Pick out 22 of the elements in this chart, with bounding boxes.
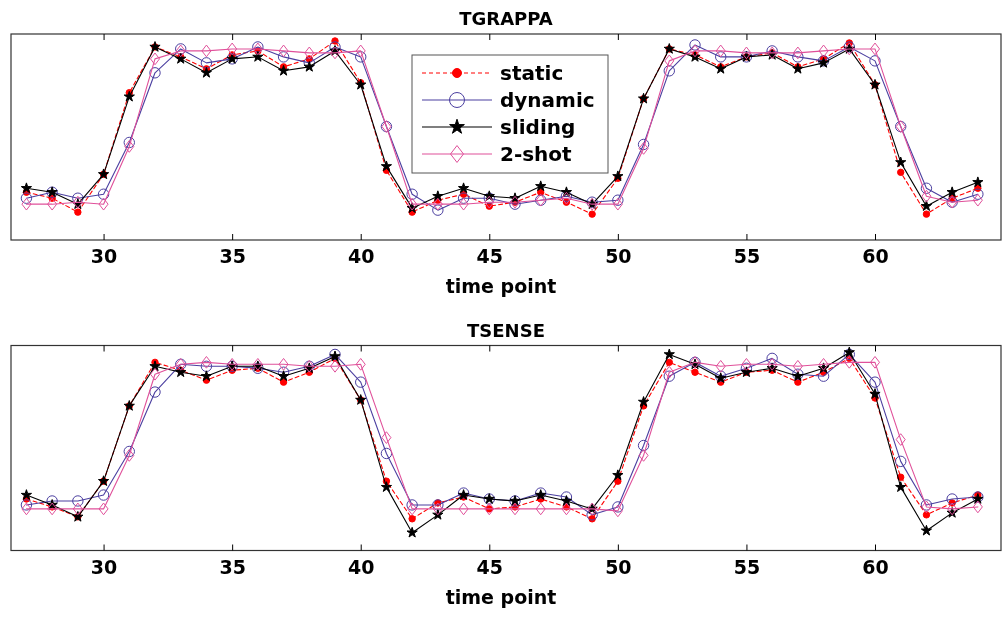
x-tick-label: 30: [90, 555, 118, 578]
x-tick-label: 35: [219, 555, 246, 578]
x-tick-label: 45: [476, 555, 504, 578]
x-tick-label: 50: [605, 245, 632, 268]
x-tick-label: 55: [733, 555, 761, 578]
x-tick-label: 60: [862, 245, 889, 268]
x-axis-title: time point: [445, 585, 557, 608]
legend-label: dynamic: [500, 88, 595, 112]
x-tick-label: 50: [605, 555, 632, 578]
x-tick-label: 35: [219, 245, 246, 268]
x-tick-label: 60: [862, 555, 889, 578]
x-tick-label: 30: [90, 245, 118, 268]
chart-title: TSENSE: [467, 319, 545, 341]
x-tick-label: 55: [733, 245, 761, 268]
chart-title: TGRAPPA: [459, 8, 553, 29]
x-tick-label: 40: [347, 555, 375, 578]
legend-label: sliding: [500, 115, 576, 139]
legend-label: static: [500, 61, 564, 85]
x-tick-label: 40: [347, 245, 375, 268]
x-tick-label: 45: [476, 245, 504, 268]
x-axis-title: time point: [445, 275, 557, 297]
legend-label: 2-shot: [500, 142, 573, 166]
